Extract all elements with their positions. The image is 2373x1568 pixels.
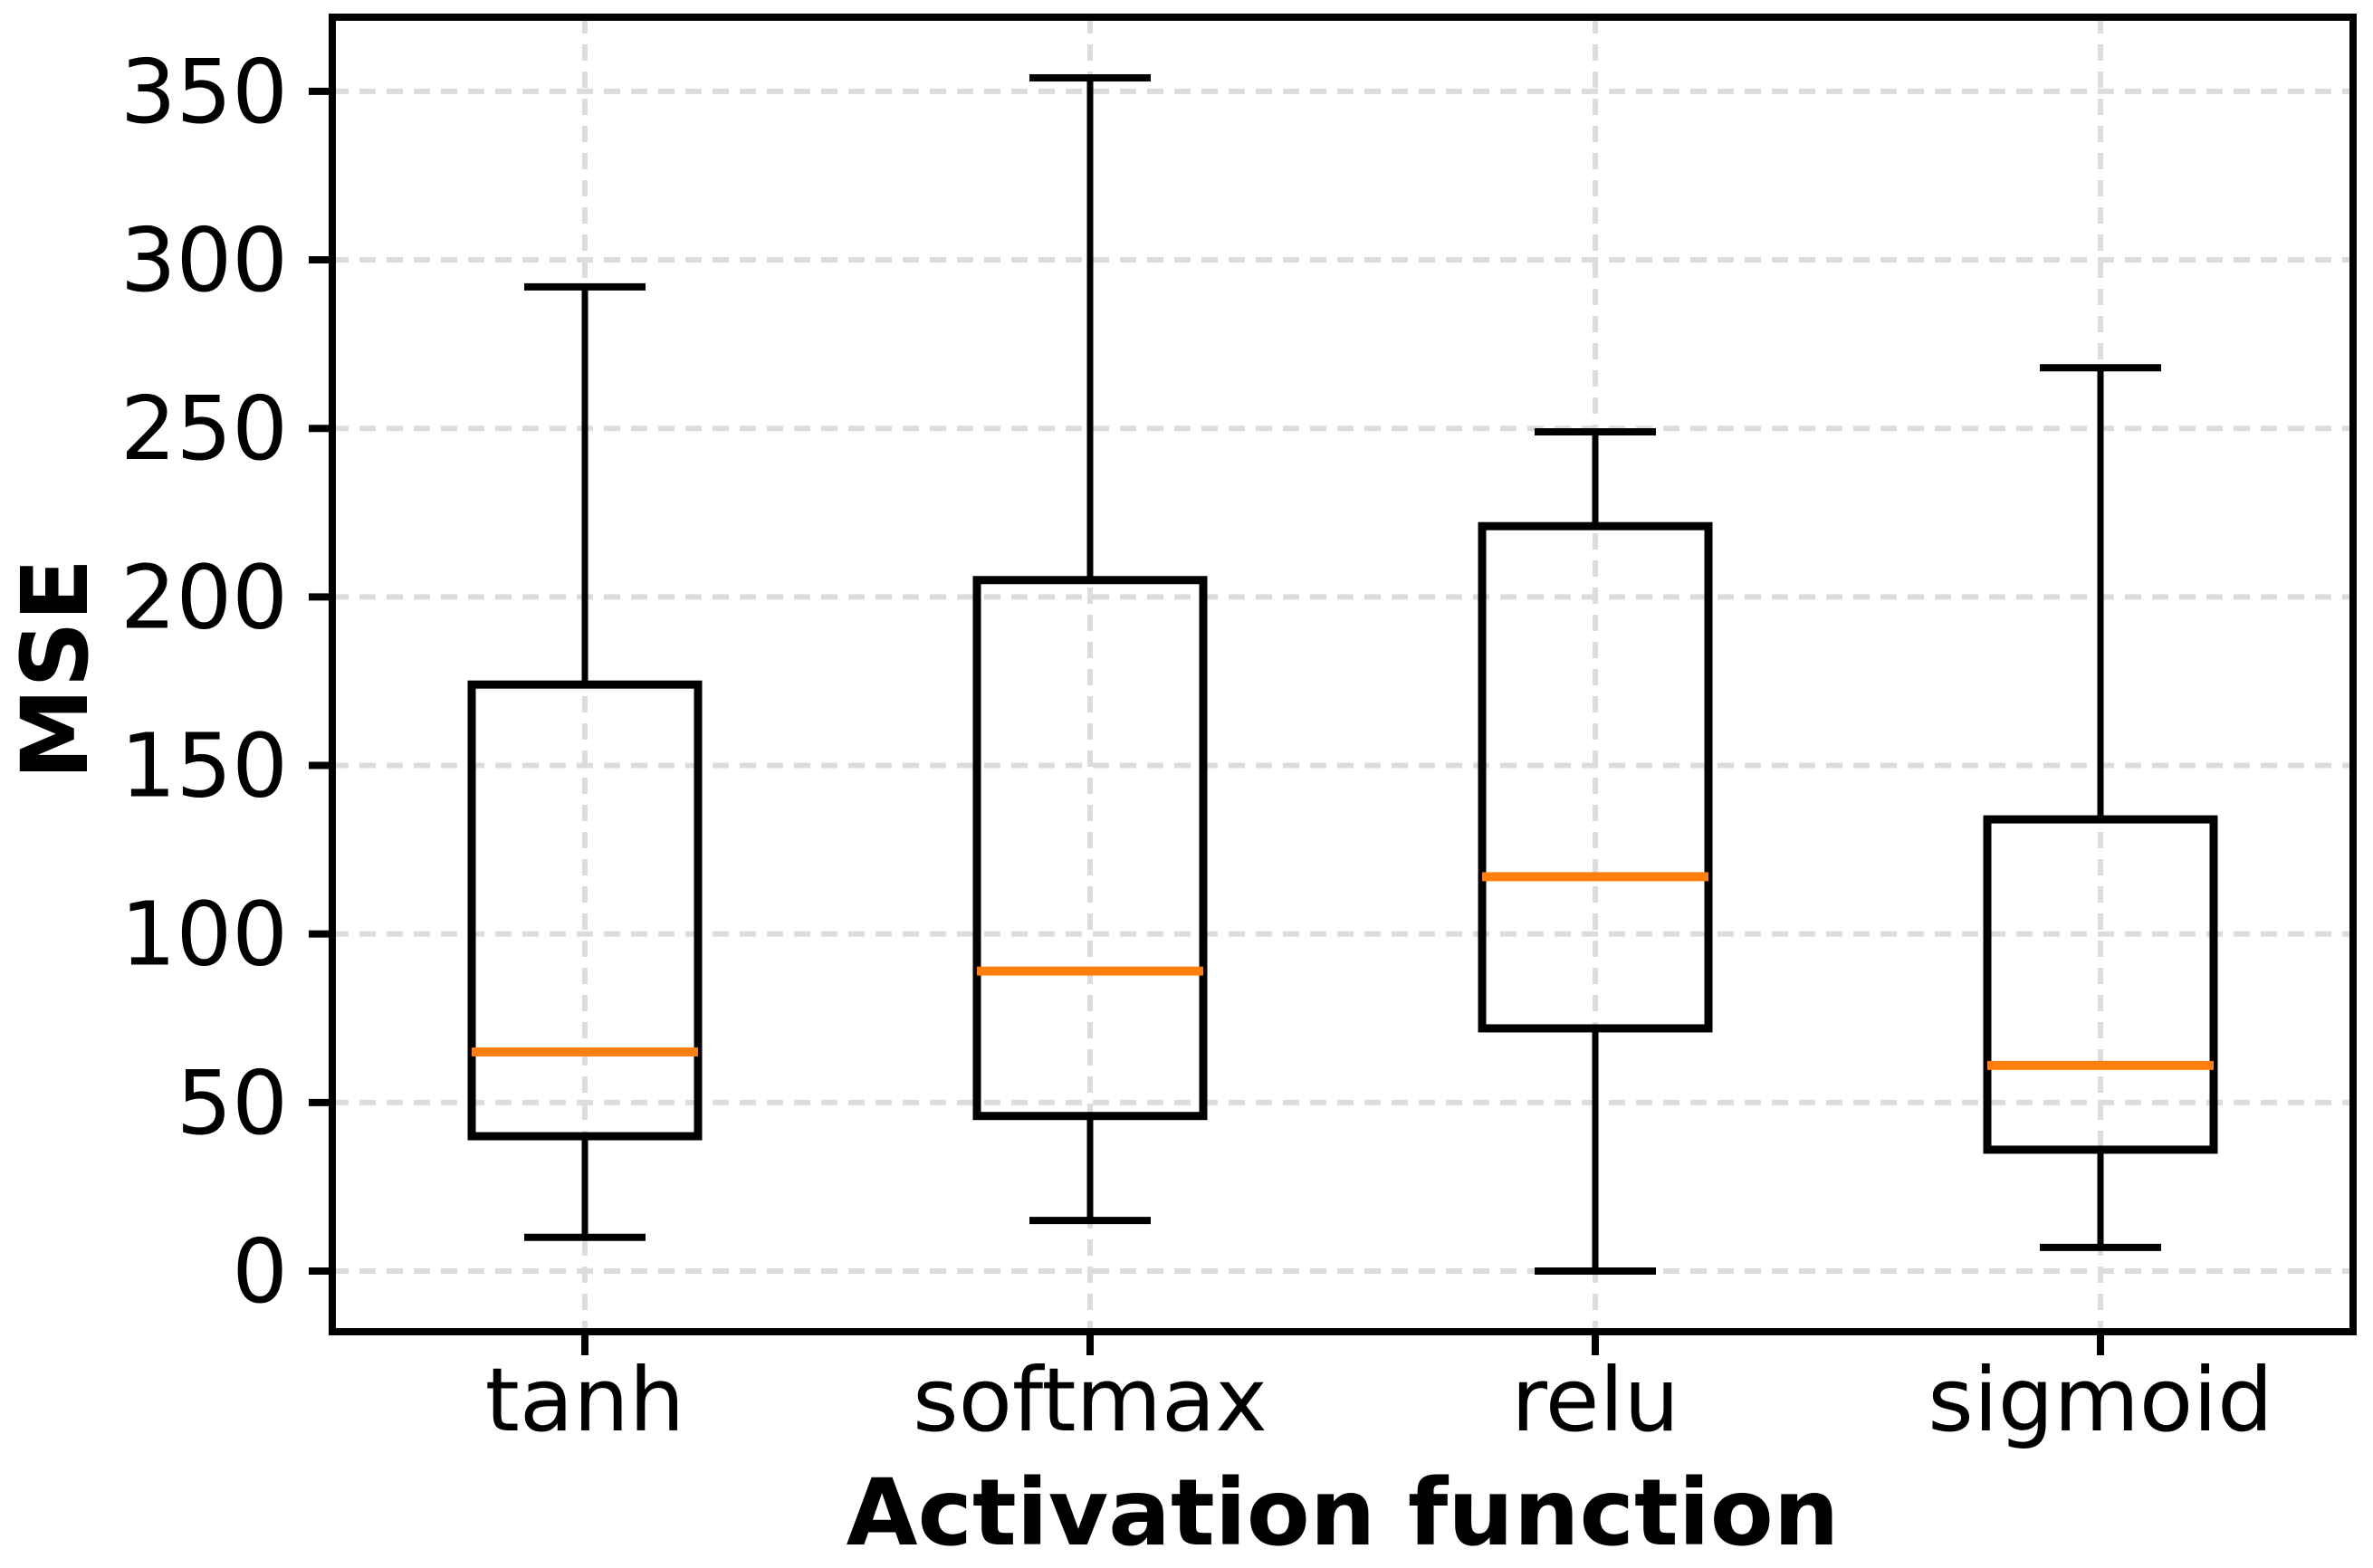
y-tick-label-150: 150 bbox=[120, 715, 288, 817]
box-softmax bbox=[972, 576, 1208, 1121]
y-tick-label-250: 250 bbox=[120, 378, 288, 480]
y-tick-label-50: 50 bbox=[177, 1052, 288, 1154]
y-tick-label-0: 0 bbox=[232, 1220, 288, 1323]
x-tick-label-softmax: softmax bbox=[913, 1349, 1268, 1451]
x-tick-label-relu: relu bbox=[1511, 1349, 1679, 1451]
x-axis-title: Activation function bbox=[847, 1459, 1840, 1567]
y-tick-label-300: 300 bbox=[120, 209, 288, 311]
x-tick-label-tanh: tanh bbox=[485, 1349, 684, 1451]
y-axis-title: MSE bbox=[2, 559, 110, 780]
box-tanh bbox=[467, 680, 703, 1141]
y-tick-label-200: 200 bbox=[120, 546, 288, 648]
y-tick-label-100: 100 bbox=[120, 884, 288, 986]
plot-border bbox=[329, 14, 2357, 1335]
box-relu bbox=[1478, 521, 1713, 1033]
x-tick-label-sigmoid: sigmoid bbox=[1928, 1349, 2273, 1451]
y-tick-label-350: 350 bbox=[120, 41, 288, 143]
box-sigmoid bbox=[1983, 815, 2218, 1154]
